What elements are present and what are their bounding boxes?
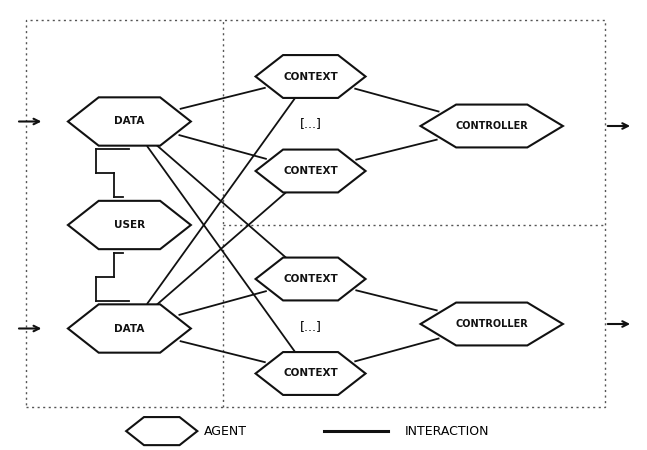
Text: CONTEXT: CONTEXT — [283, 274, 338, 284]
Text: [...]: [...] — [300, 117, 322, 130]
Bar — [26, 20, 605, 407]
Text: AGENT: AGENT — [204, 425, 247, 437]
Text: [...]: [...] — [300, 320, 322, 333]
Polygon shape — [68, 97, 191, 146]
Polygon shape — [256, 55, 366, 98]
Text: CONTEXT: CONTEXT — [283, 369, 338, 378]
Text: DATA: DATA — [115, 324, 144, 333]
Text: INTERACTION: INTERACTION — [404, 425, 489, 437]
Text: CONTEXT: CONTEXT — [283, 166, 338, 176]
Polygon shape — [256, 149, 366, 193]
Polygon shape — [256, 257, 366, 301]
Text: DATA: DATA — [115, 117, 144, 126]
Text: USER: USER — [114, 220, 145, 230]
Polygon shape — [68, 201, 191, 249]
Polygon shape — [68, 304, 191, 353]
Polygon shape — [256, 352, 366, 395]
Text: CONTROLLER: CONTROLLER — [455, 121, 528, 131]
Polygon shape — [126, 417, 197, 445]
Text: CONTEXT: CONTEXT — [283, 72, 338, 81]
Polygon shape — [421, 302, 563, 346]
Text: CONTROLLER: CONTROLLER — [455, 319, 528, 329]
Polygon shape — [421, 104, 563, 148]
